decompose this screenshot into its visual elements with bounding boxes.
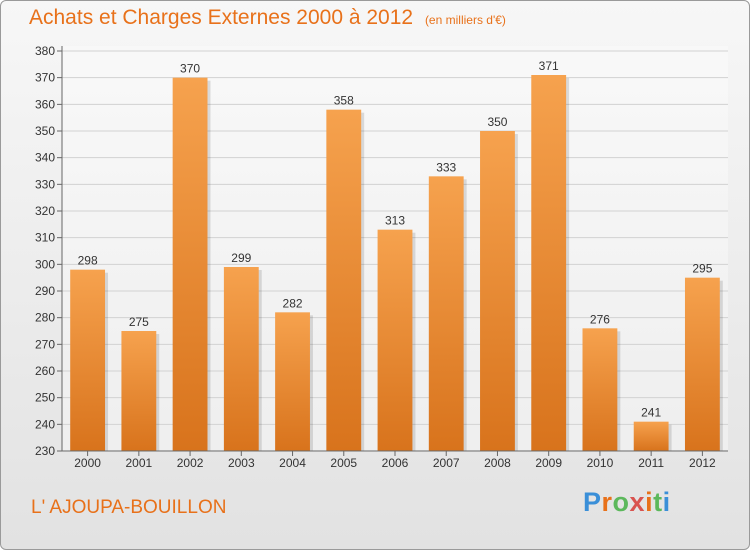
bar-2007 [428, 176, 464, 452]
bar-2001 [121, 331, 157, 451]
bar-2004 [275, 312, 310, 451]
axes: 230 240 250 260 270 280 290 300 310 320 330 340 350 3… [35, 44, 728, 470]
y-tick-label: 270 [35, 337, 55, 351]
x-tick-label-2008: 2008 [484, 456, 511, 470]
data-label-2009: 371 [539, 59, 559, 73]
bar-2010 [582, 328, 618, 451]
data-label-2001: 275 [129, 315, 149, 329]
y-tick-label: 250 [35, 391, 55, 405]
y-tick-label: 310 [35, 231, 55, 245]
x-tick-label-2011: 2011 [638, 456, 664, 470]
y-tick-label: 290 [35, 284, 55, 298]
x-tick-label-2004: 2004 [279, 456, 306, 470]
data-label-2000: 298 [78, 254, 98, 268]
data-label-2004: 282 [283, 296, 303, 310]
x-tick-label-2012: 2012 [689, 456, 716, 470]
data-label-2007: 333 [436, 160, 456, 174]
data-label-2010: 276 [590, 312, 610, 326]
bar-2005 [326, 109, 362, 452]
bars: 298 275 370 299 282 358 313 333 350 371 276 241 295 [70, 59, 723, 452]
x-tick-label-2003: 2003 [228, 456, 255, 470]
chart-title: Achats et Charges Externes 2000 à 2012 (… [29, 6, 506, 30]
y-tick-label: 240 [35, 417, 55, 431]
data-label-2006: 313 [385, 214, 405, 228]
chart-unit: (en milliers d'€) [424, 13, 506, 27]
x-tick-label-2000: 2000 [74, 456, 101, 470]
y-tick-label: 280 [35, 311, 55, 325]
y-tick-label: 330 [35, 177, 55, 191]
y-tick-label: 300 [35, 257, 55, 271]
x-tick-label-2001: 2001 [125, 456, 152, 470]
proxiti-logo[interactable]: Proxiti [583, 487, 671, 517]
y-tick-label: 380 [35, 44, 55, 58]
y-tick-label: 340 [35, 151, 55, 165]
chart-title-text: Achats et Charges Externes 2000 à 2012 [29, 6, 414, 29]
data-label-2002: 370 [180, 62, 200, 76]
bar-2000 [70, 269, 106, 451]
data-label-2008: 350 [487, 115, 507, 129]
x-tick-label-2010: 2010 [587, 456, 614, 470]
data-label-2003: 299 [231, 251, 251, 265]
bar-2002 [172, 77, 208, 452]
y-tick-label: 360 [35, 97, 55, 111]
x-tick-label-2006: 2006 [382, 456, 409, 470]
bar-2006 [377, 229, 413, 451]
data-label-2012: 295 [692, 262, 712, 276]
bar-2012 [684, 277, 720, 451]
commune-name: L' AJOUPA-BOUILLON [31, 497, 227, 518]
y-tick-label: 320 [35, 204, 55, 218]
x-tick-label-2007: 2007 [433, 456, 460, 470]
data-label-2011: 241 [641, 406, 661, 420]
y-tick-label: 230 [35, 444, 55, 458]
bar-2003 [223, 267, 259, 451]
y-tick-label: 350 [35, 124, 55, 138]
y-tick-label: 370 [35, 71, 55, 85]
bar-2009 [531, 75, 567, 451]
x-tick-label-2009: 2009 [535, 456, 562, 470]
x-tick-label-2005: 2005 [330, 456, 357, 470]
bar-2008 [480, 131, 515, 451]
x-tick-label-2002: 2002 [177, 456, 204, 470]
bar-2011 [633, 421, 669, 451]
data-label-2005: 358 [334, 94, 354, 108]
y-tick-label: 260 [35, 364, 55, 378]
